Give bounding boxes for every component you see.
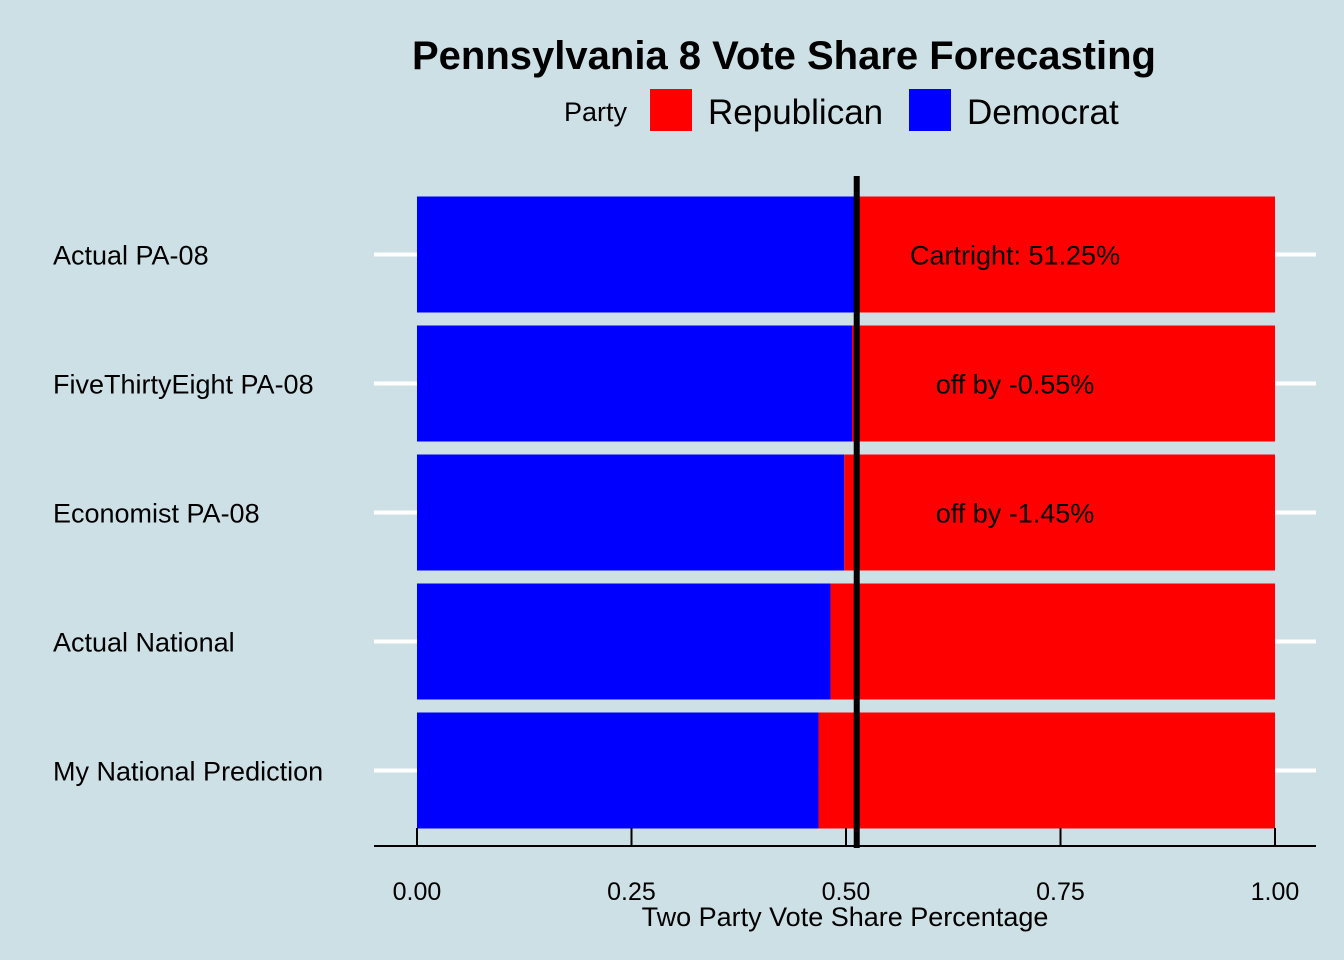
- category-label: My National Prediction: [53, 757, 323, 787]
- bar-republican: [852, 325, 1275, 442]
- category-label: FiveThirtyEight PA-08: [53, 370, 314, 400]
- x-tick-label: 0.75: [1036, 878, 1085, 906]
- category-label: Economist PA-08: [53, 499, 260, 529]
- legend: Party Republican Democrat: [564, 89, 1119, 132]
- bar-democrat: [417, 325, 853, 442]
- chart-title: Pennsylvania 8 Vote Share Forecasting: [412, 34, 1156, 78]
- bar-democrat: [417, 454, 845, 571]
- x-tick-label: 1.00: [1251, 878, 1300, 906]
- x-tick-label: 0.50: [822, 878, 871, 906]
- x-axis: 0.00 0.25 0.50 0.75 1.00: [374, 828, 1316, 906]
- legend-label-republican: Republican: [708, 93, 883, 132]
- bar-republican: [844, 454, 1275, 571]
- bar-annotation: off by -0.55%: [936, 370, 1095, 400]
- bar-republican: [818, 712, 1275, 829]
- bar-annotation: Cartright: 51.25%: [910, 241, 1120, 271]
- bar-democrat: [417, 196, 857, 313]
- x-axis-title: Two Party Vote Share Percentage: [642, 902, 1049, 932]
- category-label: Actual National: [53, 628, 235, 658]
- legend-swatch-democrat: [909, 89, 951, 131]
- bar-republican: [856, 196, 1275, 313]
- legend-swatch-republican: [650, 89, 692, 131]
- category-label: Actual PA-08: [53, 241, 209, 271]
- bar-annotation: off by -1.45%: [936, 499, 1095, 529]
- x-tick-label: 0.00: [393, 878, 442, 906]
- bar-democrat: [417, 583, 831, 700]
- legend-label-democrat: Democrat: [967, 93, 1119, 132]
- legend-title: Party: [564, 97, 628, 127]
- category-labels: Actual PA-08 FiveThirtyEight PA-08 Economi…: [53, 241, 323, 787]
- x-tick-label: 0.25: [607, 878, 656, 906]
- annotations: Cartright: 51.25% off by -0.55% off by -1.…: [910, 241, 1120, 529]
- bar-democrat: [417, 712, 819, 829]
- bars: [417, 196, 1275, 829]
- bar-republican: [830, 583, 1275, 700]
